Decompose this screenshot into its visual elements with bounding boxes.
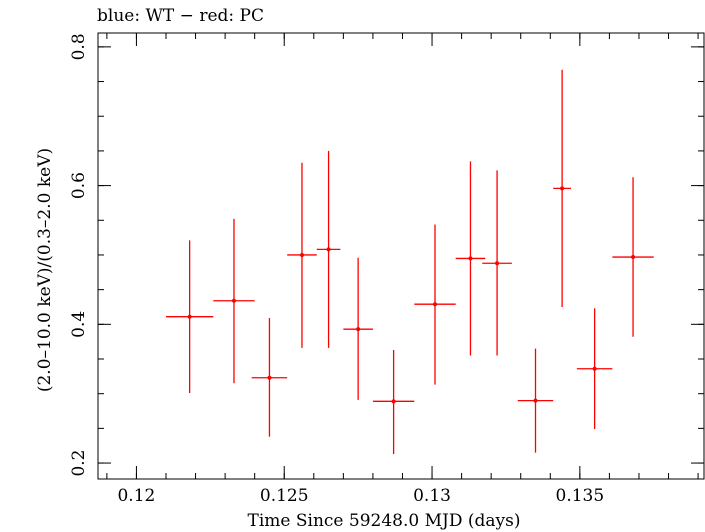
y-tick-label: 0.8 [69, 33, 89, 60]
tick-labels: 0.12 0.125 0.13 0.135 0.2 0.4 0.6 0.8 [69, 33, 604, 506]
y-axis-label: (2.0–10.0 keV)/(0.3–2.0 keV) [35, 148, 55, 392]
data-point [343, 257, 373, 400]
axis-ticks [98, 33, 704, 479]
y-tick-label: 0.4 [69, 311, 89, 338]
y-tick-label: 0.2 [69, 450, 89, 477]
point-marker [267, 375, 272, 380]
point-marker [299, 252, 304, 257]
point-marker [187, 314, 192, 319]
point-marker [356, 327, 361, 332]
data-point [414, 224, 456, 385]
data-points [165, 69, 654, 455]
x-axis-label: Time Since 59248.0 MJD (days) [248, 511, 521, 531]
point-marker [592, 366, 597, 371]
point-marker [631, 255, 636, 260]
point-marker [432, 302, 437, 307]
point-marker [495, 261, 500, 266]
chart-title: blue: WT − red: PC [97, 6, 264, 26]
point-marker [560, 186, 565, 191]
data-point [576, 308, 613, 430]
data-point [553, 69, 571, 307]
data-point [612, 177, 654, 337]
data-point [316, 150, 341, 348]
point-marker [468, 256, 473, 261]
x-tick-label: 0.13 [413, 486, 451, 506]
data-point [165, 240, 214, 393]
point-marker [231, 298, 236, 303]
point-marker [326, 247, 331, 252]
data-point [251, 318, 288, 437]
point-marker [533, 398, 538, 403]
x-tick-label: 0.12 [117, 486, 155, 506]
x-tick-label: 0.125 [260, 486, 309, 506]
x-tick-label: 0.135 [556, 486, 605, 506]
point-marker [391, 399, 396, 404]
data-point [372, 349, 415, 455]
plot-frame [97, 32, 705, 480]
data-point [455, 161, 486, 356]
data-point [213, 218, 255, 384]
data-point [517, 348, 554, 453]
y-tick-label: 0.6 [69, 172, 89, 199]
data-point [287, 162, 317, 348]
data-point [482, 170, 512, 356]
